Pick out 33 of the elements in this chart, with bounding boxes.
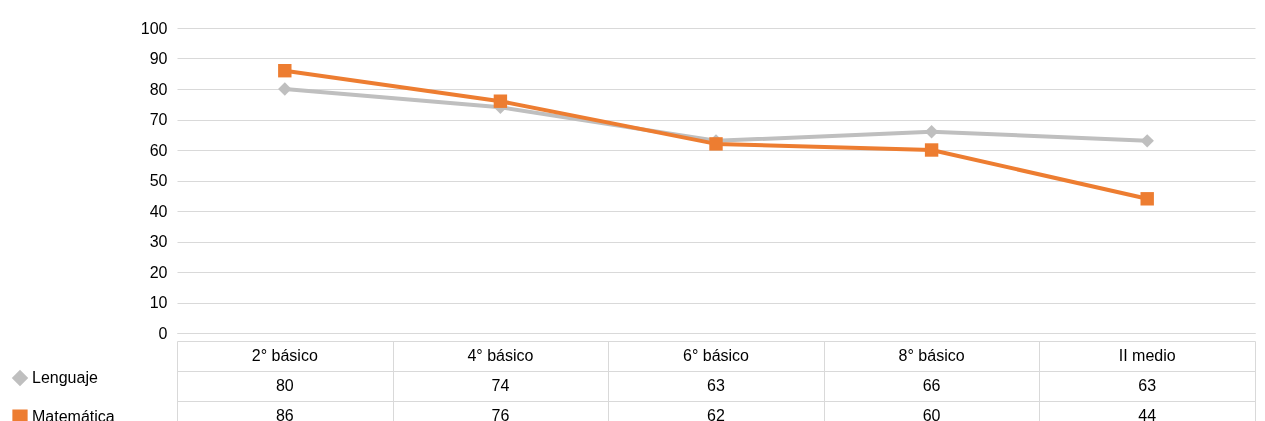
data-label: 44 [1138,407,1157,421]
data-label: 62 [707,407,725,421]
point [493,94,508,108]
point [924,143,939,157]
y-tick-label: 70 [149,111,168,128]
y-tick-label: 80 [149,80,168,98]
x-tick-label: 6° básico [683,347,750,364]
point [1140,134,1154,148]
y-tick-label: 0 [158,324,168,342]
x-tick-label: 2° básico [251,347,318,364]
data-label: 86 [275,407,294,421]
x-tick-label: II medio [1118,347,1176,364]
y-tick-label: 10 [149,294,168,311]
y-tick-label: 40 [149,202,168,220]
data-label: 60 [922,407,941,421]
point [1140,192,1154,206]
y-tick-label: 60 [149,141,168,159]
data-label: 66 [922,377,941,394]
point [278,82,292,96]
data-label: 74 [491,377,510,394]
y-tick-label: 20 [149,263,168,281]
data-label: 76 [491,407,510,421]
legend-label: Lenguaje [32,369,98,386]
x-tick-label: 4° básico [467,347,534,364]
y-tick-label: 90 [149,50,168,67]
x-tick-label: 8° básico [898,347,965,364]
y-tick-label: 30 [149,233,168,250]
point [278,63,292,78]
data-label: 63 [707,377,725,394]
y-tick-label: 50 [149,172,168,189]
data-label: 80 [275,377,294,394]
y-tick-label: 100 [140,19,168,37]
data-label: 63 [1138,377,1157,394]
